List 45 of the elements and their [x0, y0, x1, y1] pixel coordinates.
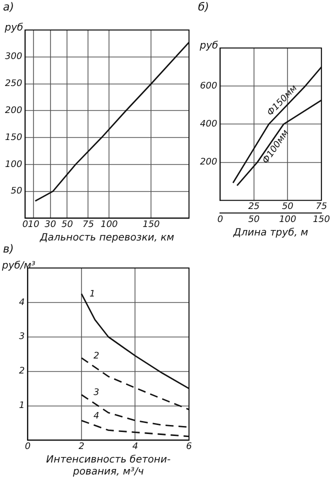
- y-tick-label: 200: [200, 158, 218, 168]
- x-tick-label: 100: [100, 220, 118, 230]
- x-tick-label: 0: [22, 220, 28, 230]
- y-tick-label: 200: [4, 106, 22, 116]
- chart-title: а): [3, 0, 14, 14]
- chart-title: в): [3, 242, 14, 256]
- y-tick-label: 400: [200, 120, 218, 130]
- x-axis-title: Длина труб, м: [232, 228, 309, 239]
- y-tick-label: 1: [18, 401, 25, 412]
- y-axis-title: руб: [4, 22, 24, 34]
- x-tick-label: 0: [24, 442, 31, 452]
- x-tick-label: 150: [142, 220, 160, 230]
- y-tick-label: 50: [10, 186, 22, 197]
- x-tick-label: 150: [312, 214, 330, 225]
- x-tick-label: 0: [217, 214, 224, 225]
- series-label: 4: [94, 411, 100, 422]
- x2-tick-label: 50: [282, 202, 294, 212]
- x-axis-title: Интенсивность бетони- рования, м³/ч: [46, 454, 171, 478]
- y-tick-label: 3: [18, 332, 25, 342]
- x-tick-label: 6: [186, 442, 192, 452]
- y-axis-title: руб/м³: [1, 260, 36, 272]
- x-axis-title: Дальность перевозки, км: [38, 232, 175, 244]
- y-tick-label: 2: [18, 366, 25, 377]
- y-tick-label: 250: [4, 79, 22, 90]
- y-tick-label: 300: [4, 52, 22, 62]
- series-label: 2: [94, 351, 100, 362]
- x-tick-label: 50: [61, 220, 74, 230]
- line-series: [80, 394, 189, 428]
- y-tick-label: 100: [4, 160, 22, 170]
- x-tick-label: 100: [279, 214, 297, 225]
- chart-title: б): [198, 0, 210, 14]
- y-tick-label: 4: [18, 298, 25, 308]
- series-label: 1: [90, 289, 96, 300]
- y-tick-label: 600: [200, 81, 218, 92]
- x-tick-label: 10: [28, 220, 40, 230]
- x-tick-label: 75: [82, 220, 94, 230]
- x-tick-label: 2: [78, 442, 85, 452]
- y-axis-title: руб: [198, 40, 218, 52]
- y-tick-label: 150: [4, 132, 22, 143]
- x2-tick-label: 75: [316, 202, 328, 212]
- x-tick-label: 4: [132, 442, 138, 452]
- x2-tick-label: 25: [248, 202, 260, 212]
- x-tick-label: 50: [248, 214, 260, 225]
- x-tick-label: 30: [44, 220, 56, 230]
- series-label: 3: [94, 388, 100, 398]
